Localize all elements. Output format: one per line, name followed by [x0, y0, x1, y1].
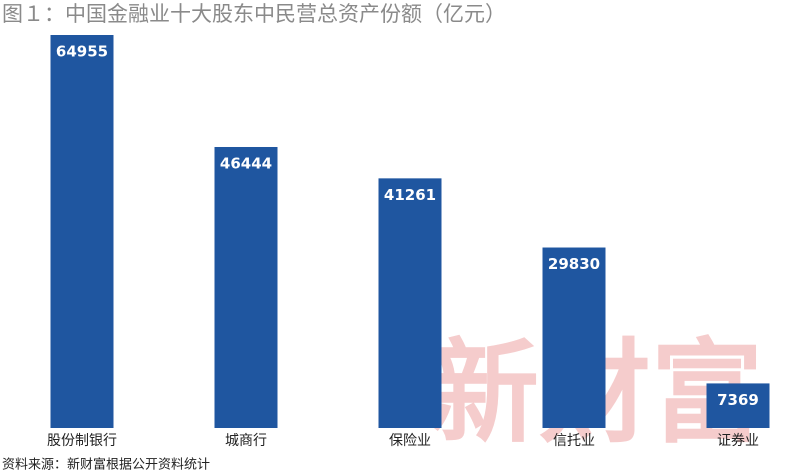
- source-note: 资料来源：新财富根据公开资料统计: [2, 457, 210, 473]
- bar: [214, 146, 278, 428]
- value-label: 7369: [717, 391, 759, 409]
- chart-title: 图１：中国金融业十大股东中民营总资产份额（亿元）: [2, 2, 506, 26]
- x-tick-label: 股份制银行: [47, 433, 117, 449]
- x-tick-label: 证券业: [717, 433, 759, 449]
- x-tick-label: 信托业: [553, 433, 595, 449]
- value-label: 46444: [220, 154, 272, 172]
- x-tick-label: 保险业: [389, 433, 431, 449]
- value-label: 64955: [56, 43, 108, 61]
- value-label: 41261: [384, 186, 436, 204]
- x-tick-label: 城商行: [225, 433, 267, 449]
- bar: [706, 383, 770, 428]
- value-label: 29830: [548, 255, 600, 273]
- bar: [50, 35, 114, 428]
- bar: [378, 178, 442, 428]
- bar: [542, 247, 606, 428]
